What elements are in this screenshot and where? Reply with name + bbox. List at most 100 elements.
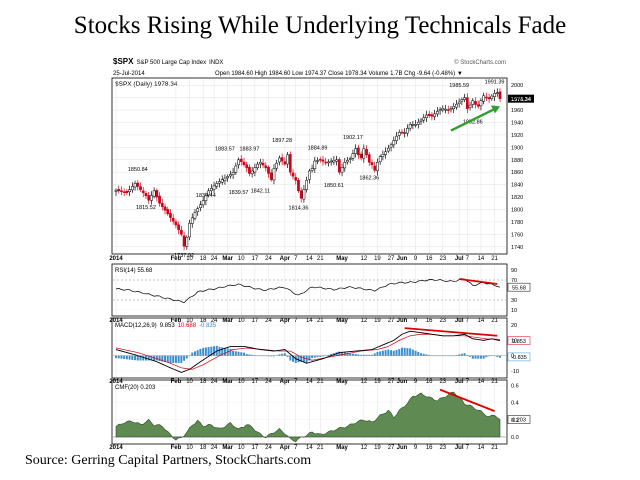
x-tick-label: 17 <box>252 256 259 262</box>
price-candle <box>239 158 243 162</box>
macd-histogram-bar <box>390 350 393 356</box>
macd-histogram-bar <box>115 355 117 359</box>
macd-histogram-bar <box>417 351 420 356</box>
price-candle <box>430 114 434 117</box>
x-tick-label: 16 <box>426 445 433 451</box>
macd-histogram-bar <box>406 348 409 356</box>
chart-quote: Open 1984.60 High 1984.60 Low 1974.37 Cl… <box>215 71 463 77</box>
macd-histogram-bar <box>414 350 417 356</box>
macd-histogram-bar <box>237 351 240 356</box>
price-candle <box>482 95 486 102</box>
x-tick-label: 9 <box>414 256 418 262</box>
rsi-y-tick-label: 30 <box>511 298 517 304</box>
price-annotation: 1737.92 <box>174 253 194 259</box>
price-candle <box>294 177 298 181</box>
price-candle <box>169 213 172 218</box>
macd-y-tick-label: 0 <box>511 354 514 360</box>
macd-y-tick-label: 10 <box>511 338 517 344</box>
price-candle <box>433 113 436 117</box>
macd-histogram-bar <box>441 355 444 357</box>
x-tick-label: 7 <box>466 379 470 385</box>
macd-histogram-bar <box>278 354 281 356</box>
macd-histogram-bar <box>286 355 289 357</box>
price-candle <box>218 181 221 184</box>
price-candle <box>337 159 341 173</box>
macd-histogram-bar <box>379 351 382 356</box>
x-tick-label: Apr <box>280 318 291 324</box>
macd-histogram-bar <box>381 350 384 356</box>
price-candle <box>122 191 126 193</box>
source-note: Source: Gerring Capital Partners, StockC… <box>25 453 312 468</box>
price-candle <box>136 182 140 187</box>
macd-histogram-bar <box>262 355 265 357</box>
price-candle <box>384 151 387 155</box>
x-tick-label: 17 <box>252 318 259 324</box>
price-y-tick-label: 1860 <box>511 170 523 176</box>
macd-histogram-bar <box>300 355 303 362</box>
price-y-tick-label: 1780 <box>511 220 523 226</box>
price-candle <box>406 128 409 134</box>
x-tick-label: Jun <box>397 256 408 262</box>
x-tick-label: 10 <box>186 445 193 451</box>
price-annotation: 1815.52 <box>136 205 156 211</box>
price-candle <box>204 195 208 201</box>
macd-histogram-bar <box>346 352 349 356</box>
x-tick-label: 27 <box>388 318 395 324</box>
x-tick-label: 10 <box>186 379 193 385</box>
macd-histogram-bar <box>155 355 158 361</box>
macd-line <box>115 330 501 373</box>
price-candle <box>329 160 333 163</box>
macd-histogram-bar <box>213 346 216 356</box>
price-candle <box>120 190 123 192</box>
macd-histogram-bar <box>387 349 390 356</box>
macd-histogram-bar <box>338 351 341 356</box>
price-candle <box>128 189 131 192</box>
macd-histogram-bar <box>158 355 161 362</box>
price-candle <box>196 208 200 212</box>
macd-histogram-bar <box>161 355 164 362</box>
x-tick-label: 18 <box>200 379 207 385</box>
rsi-y-tick-label: 70 <box>511 278 517 284</box>
price-candle <box>150 195 153 201</box>
x-tick-label: Feb <box>171 256 182 262</box>
price-candle <box>231 171 235 175</box>
macd-histogram-bar <box>283 353 286 356</box>
price-annotation: 1839.57 <box>229 190 249 196</box>
x-tick-label: May <box>336 256 348 262</box>
price-candle <box>332 160 336 163</box>
macd-histogram-bar <box>360 354 363 356</box>
macd-histogram-bar <box>125 355 128 360</box>
price-candle <box>444 108 447 111</box>
price-candle <box>425 114 428 118</box>
macd-histogram-bar <box>174 355 177 363</box>
macd-histogram-bar <box>232 350 235 356</box>
x-tick-label: 14 <box>478 379 485 385</box>
price-candle <box>261 162 265 166</box>
price-candle <box>130 186 134 191</box>
price-candle <box>212 185 216 190</box>
x-tick-label: Jul <box>455 379 464 385</box>
x-tick-label: Apr <box>280 256 291 262</box>
x-tick-label: 17 <box>252 445 259 451</box>
price-y-tick-label: 1900 <box>511 145 523 151</box>
x-tick-label: 21 <box>317 379 324 385</box>
price-annotation: 1883.97 <box>240 146 260 152</box>
x-tick-label: 21 <box>491 445 498 451</box>
price-candle <box>234 165 238 173</box>
cmf-y-tick-label: 0.6 <box>511 383 519 389</box>
macd-histogram-bar <box>373 353 376 356</box>
price-candle <box>291 172 295 177</box>
macd-histogram-bar <box>324 355 327 357</box>
price-candle <box>408 124 412 129</box>
macd-histogram-bar <box>403 347 406 356</box>
price-candle <box>354 148 358 155</box>
price-candle <box>177 224 180 230</box>
macd-histogram-bar <box>305 355 308 363</box>
macd-last-tag <box>507 336 531 345</box>
price-candle <box>190 217 194 224</box>
price-candle <box>250 170 254 175</box>
x-tick-label: 7 <box>466 318 470 324</box>
price-candle <box>256 163 259 168</box>
price-candle <box>220 179 224 183</box>
price-candle <box>395 135 398 141</box>
